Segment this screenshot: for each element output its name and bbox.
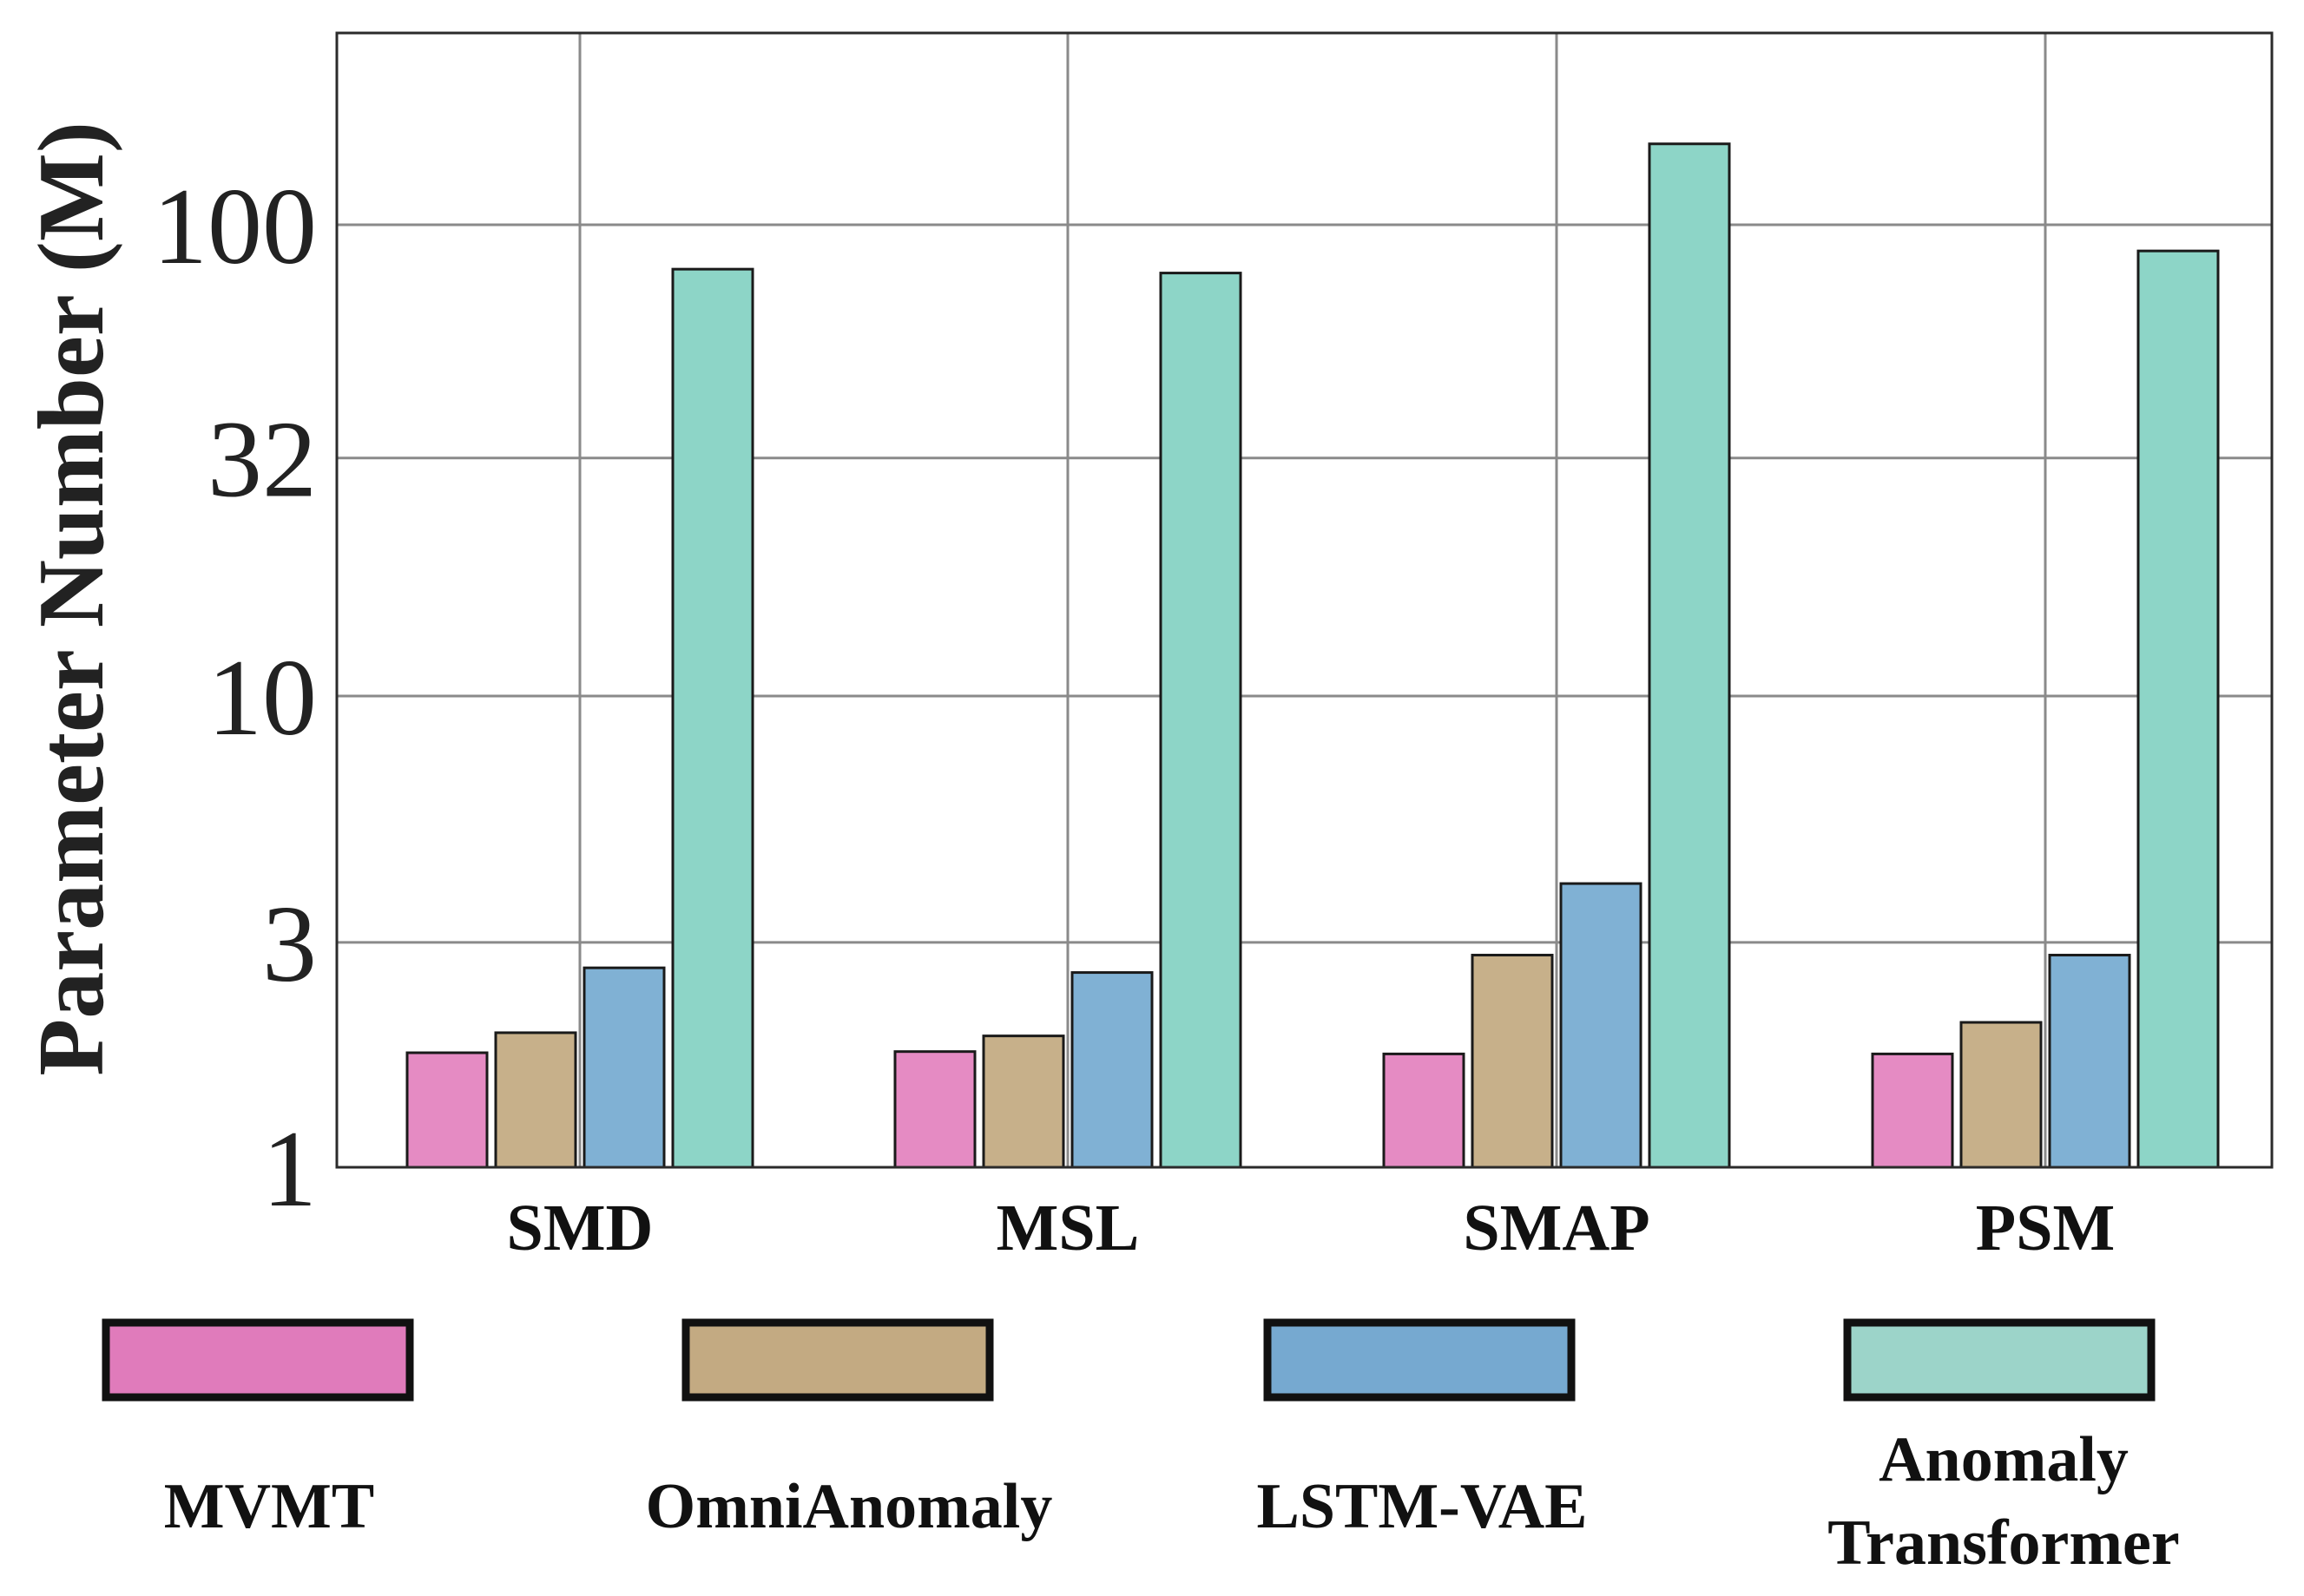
y-axis-ticks: 1 3 10 32 100 [153, 167, 317, 1230]
bar-lstm-vae-smap [1559, 882, 1642, 1169]
bar-omnianomaly-smap [1471, 954, 1554, 1169]
bar-lstm-vae-msl [1070, 971, 1154, 1169]
bar-anomaly-transformer-msl [1159, 272, 1242, 1169]
bar-mvmt-smap [1382, 1052, 1465, 1169]
y-tick-label: 32 [207, 400, 317, 521]
bar-mvmt-msl [893, 1050, 977, 1169]
legend-label: MVMT [164, 1471, 375, 1542]
bar-omnianomaly-msl [982, 1034, 1065, 1169]
bar-mvmt-psm [1871, 1052, 1954, 1169]
y-tick-label: 1 [262, 1109, 317, 1230]
y-tick-label: 10 [207, 638, 317, 759]
y-tick-label: 100 [153, 167, 317, 287]
bar-omnianomaly-smd [494, 1031, 577, 1169]
legend-swatch [102, 1318, 414, 1402]
bar-anomaly-transformer-smap [1648, 142, 1731, 1169]
legend-label: OmniAnomaly [646, 1471, 1053, 1542]
legend: MVMT OmniAnomaly LSTM-VAE Anomaly Transforme… [102, 1318, 2180, 1579]
x-category-label: SMAP [1463, 1192, 1649, 1264]
legend-swatch [681, 1318, 994, 1402]
x-category-label: PSM [1976, 1192, 2115, 1264]
bar-anomaly-transformer-psm [2136, 249, 2220, 1169]
bars [405, 142, 2220, 1169]
bar-lstm-vae-smd [583, 966, 666, 1169]
x-category-label: SMD [507, 1192, 654, 1264]
plot-area-frame [335, 31, 2274, 1169]
bar-anomaly-transformer-smd [671, 267, 754, 1169]
grid-lines [337, 33, 2272, 1167]
bar-omnianomaly-psm [1959, 1021, 2043, 1169]
bar-mvmt-smd [405, 1051, 489, 1169]
y-axis-title: Parameter Number (M) [20, 122, 123, 1076]
y-tick-label: 3 [262, 884, 317, 1005]
legend-label: Anomaly Transformer [1827, 1424, 2179, 1579]
bar-lstm-vae-psm [2048, 954, 2131, 1169]
legend-swatch [1263, 1318, 1576, 1402]
x-axis-categories: SMD MSL SMAP PSM [507, 1192, 2116, 1264]
legend-swatch [1843, 1318, 2156, 1402]
legend-label: LSTM-VAE [1256, 1471, 1587, 1542]
x-category-label: MSL [997, 1192, 1140, 1264]
